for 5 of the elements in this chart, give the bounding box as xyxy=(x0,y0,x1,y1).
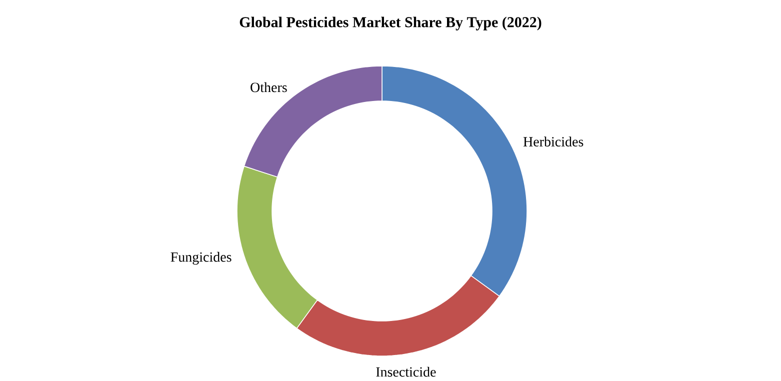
slice-label: Insecticide xyxy=(376,366,436,377)
slice-label: Others xyxy=(250,82,287,92)
chart-title: Global Pesticides Market Share By Type (2022) xyxy=(240,16,542,30)
slice-label: Fungicides xyxy=(170,252,232,265)
slice-label: Herbicides xyxy=(523,136,584,146)
